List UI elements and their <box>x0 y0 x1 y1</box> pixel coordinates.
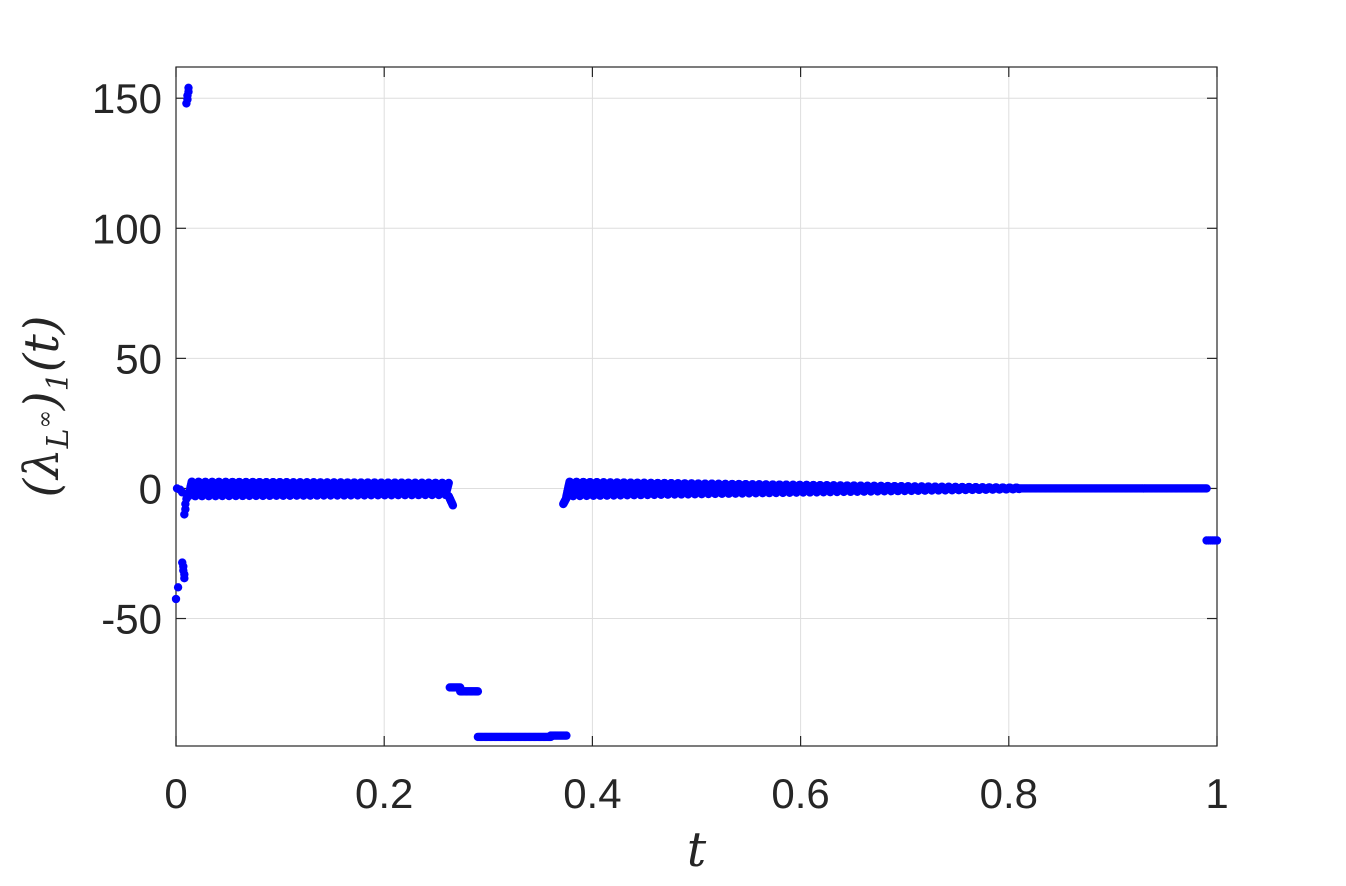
data-point <box>1202 484 1211 493</box>
axis-ticks: 0 0.2 0.4 0.6 0.8 1 -50 0 50 100 150 <box>92 67 1229 817</box>
y-axis-label-head: (λ <box>14 448 70 497</box>
x-tick-label: 1 <box>1205 770 1228 817</box>
y-tick-label: 100 <box>92 205 162 252</box>
x-tick-label: 0.2 <box>355 770 413 817</box>
x-tick-label: 0.4 <box>563 770 621 817</box>
x-tick-label: 0 <box>164 770 187 817</box>
x-tick-label: 0.8 <box>980 770 1038 817</box>
y-axis-label-sub: L <box>41 428 76 449</box>
data-point <box>178 488 187 497</box>
data-point <box>171 594 181 604</box>
x-axis-label: t <box>687 822 707 878</box>
y-tick-label: 150 <box>92 75 162 122</box>
data-point <box>180 574 189 583</box>
x-tick-label: 0.6 <box>771 770 829 817</box>
axes-frame <box>175 66 1218 747</box>
y-axis-label-end: (t) <box>14 316 70 373</box>
data-point <box>448 501 458 510</box>
y-tick-label: -50 <box>101 596 162 643</box>
y-axis-label-sup: ∞ <box>33 410 58 428</box>
y-tick-label: 50 <box>115 335 162 382</box>
y-tick-label: 0 <box>139 465 162 512</box>
data-point <box>563 492 572 501</box>
y-axis-label-sub2: 1 <box>41 372 76 391</box>
data-point <box>1212 536 1222 545</box>
data-point <box>182 494 191 504</box>
data-point <box>173 583 183 592</box>
grid <box>175 67 1218 746</box>
data-point <box>444 478 453 488</box>
data-point <box>473 687 483 696</box>
data-point <box>184 83 193 93</box>
y-axis-label-close: ) <box>14 391 70 411</box>
data-point <box>562 731 571 740</box>
y-axis-label: (λL∞)1(t) <box>14 316 76 498</box>
data-points <box>171 83 1222 742</box>
